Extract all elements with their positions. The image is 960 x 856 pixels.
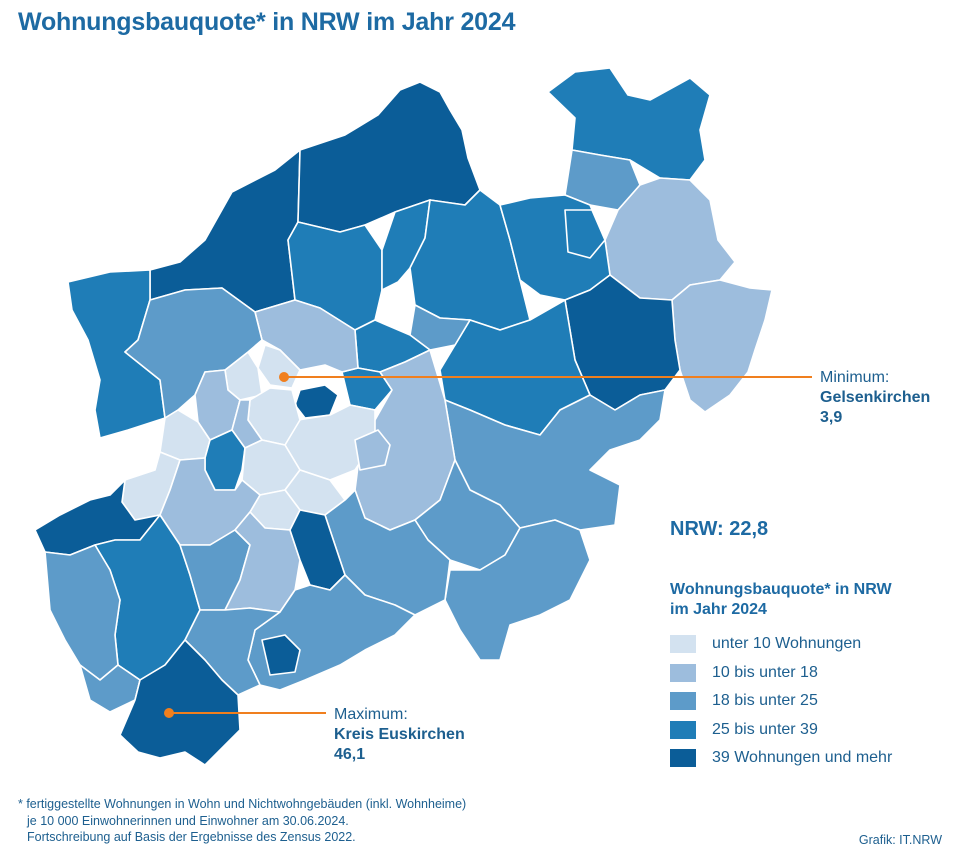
legend-label: unter 10 Wohnungen: [712, 635, 862, 653]
footnote-line3: Fortschreibung auf Basis der Ergebnisse …: [27, 830, 356, 844]
legend-label: 39 Wohnungen und mehr: [712, 749, 893, 767]
maximum-callout: Maximum: Kreis Euskirchen 46,1: [334, 705, 465, 765]
legend-swatch: [670, 663, 696, 682]
legend-label: 18 bis unter 25: [712, 692, 818, 710]
legend-label: 25 bis unter 39: [712, 720, 818, 738]
region-siegen: [444, 519, 591, 661]
legend-item: 18 bis unter 25: [670, 687, 950, 716]
legend-title-line1: Wohnungsbauquote* in NRW: [670, 581, 892, 598]
region-recklinghausen: [254, 299, 359, 373]
minimum-value: 3,9: [820, 409, 843, 426]
region-herne-bochum: [294, 384, 339, 419]
graphic-credit: Grafik: IT.NRW: [858, 833, 942, 847]
legend-item: 25 bis unter 39: [670, 716, 950, 745]
legend-title: Wohnungsbauquote* in NRW im Jahr 2024: [670, 580, 950, 620]
footnote: * fertiggestellte Wohnungen in Wohn und …: [18, 796, 466, 846]
legend: Wohnungsbauquote* in NRW im Jahr 2024 un…: [670, 580, 950, 773]
maximum-marker: [164, 708, 174, 718]
region-bonn: [261, 634, 301, 676]
legend-swatch: [670, 692, 696, 711]
minimum-region: Gelsenkirchen: [820, 389, 931, 406]
footnote-line2: je 10 000 Einwohnerinnen und Einwohner a…: [27, 813, 349, 828]
legend-item: 39 Wohnungen und mehr: [670, 744, 950, 773]
legend-item: unter 10 Wohnungen: [670, 630, 950, 659]
legend-title-line2: im Jahr 2024: [670, 601, 767, 618]
legend-swatch: [670, 749, 696, 768]
region-hochsauerland-light: [354, 429, 391, 471]
legend-swatch: [670, 635, 696, 654]
legend-label: 10 bis unter 18: [712, 663, 818, 681]
region-dueren: [44, 544, 121, 681]
footnote-line1: * fertiggestellte Wohnungen in Wohn und …: [18, 797, 467, 811]
page-title: Wohnungsbauquote* in NRW im Jahr 2024: [18, 8, 516, 36]
maximum-value: 46,1: [334, 746, 366, 763]
region-borken: [149, 149, 301, 313]
legend-swatch: [670, 720, 696, 739]
minimum-marker: [279, 372, 289, 382]
region-euskirchen: [119, 639, 241, 766]
region-bielefeld: [564, 209, 606, 259]
nrw-total: NRW: 22,8: [670, 518, 769, 540]
minimum-label: Minimum:: [820, 369, 890, 386]
region-hoexter: [671, 279, 773, 413]
minimum-callout: Minimum: Gelsenkirchen 3,9: [820, 368, 930, 428]
legend-item: 10 bis unter 18: [670, 659, 950, 688]
maximum-region: Kreis Euskirchen: [334, 726, 465, 743]
maximum-label: Maximum:: [334, 706, 408, 723]
